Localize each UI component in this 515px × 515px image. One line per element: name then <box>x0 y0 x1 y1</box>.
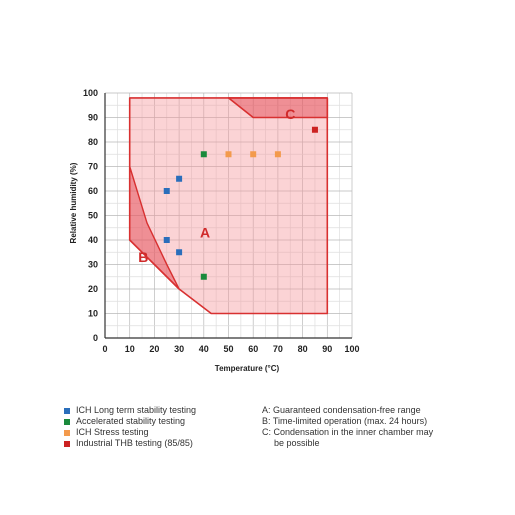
note-b: B: Time-limited operation (max. 24 hours… <box>262 416 428 426</box>
data-point <box>176 249 183 256</box>
x-tick-label: 20 <box>149 344 159 354</box>
y-tick-label: 80 <box>88 137 98 147</box>
note-a: A: Guaranteed condensation-free range <box>262 405 421 415</box>
data-point <box>311 126 318 133</box>
x-tick-label: 60 <box>248 344 258 354</box>
legend-item-thb: Industrial THB testing (85/85) <box>64 438 196 449</box>
regions <box>128 97 329 315</box>
y-tick-label: 50 <box>88 211 98 221</box>
x-tick-label: 70 <box>273 344 283 354</box>
tick-labels: 0 10 20 30 40 50 60 70 80 90 100 0 10 20 30 40 50 60 70 80 9… <box>83 88 360 354</box>
y-tick-label: 100 <box>83 88 98 98</box>
legend-swatch <box>64 440 70 447</box>
y-tick-label: 40 <box>88 235 98 245</box>
data-point <box>200 273 207 280</box>
axes <box>104 93 352 339</box>
region-label-a: A <box>200 225 210 241</box>
grid <box>104 92 353 339</box>
x-tick-label: 0 <box>102 344 107 354</box>
data-point <box>274 151 281 158</box>
y-tick-label: 30 <box>88 260 98 270</box>
region-labels: A B C <box>138 106 295 265</box>
region-notes: A: Guaranteed condensation-free range B:… <box>262 405 502 449</box>
data-point <box>225 151 232 158</box>
y-tick-label: 70 <box>88 162 98 172</box>
x-tick-label: 100 <box>344 344 359 354</box>
region-c <box>227 97 329 119</box>
legend-item-stress: ICH Stress testing <box>64 427 196 438</box>
y-tick-label: 10 <box>88 309 98 319</box>
region-label-c: C <box>285 106 295 122</box>
x-tick-label: 10 <box>125 344 135 354</box>
x-tick-label: 50 <box>223 344 233 354</box>
data-point <box>200 151 207 158</box>
legend-label: ICH Long term stability testing <box>76 405 197 415</box>
legend-swatch <box>64 418 70 425</box>
x-tick-label: 30 <box>174 344 184 354</box>
region-a <box>128 97 329 315</box>
legend-swatch <box>64 429 70 436</box>
y-tick-label: 60 <box>88 186 98 196</box>
legend-label: ICH Stress testing <box>76 427 149 437</box>
data-point <box>163 188 170 194</box>
note-c: C: Condensation in the inner chamber may <box>262 427 434 437</box>
x-tick-label: 90 <box>322 344 332 354</box>
data-points <box>163 126 318 280</box>
data-point <box>250 151 257 158</box>
y-tick-label: 90 <box>88 113 98 123</box>
note-c-continued: be possible <box>274 438 320 448</box>
legend: ICH Long term stability testing Accelera… <box>64 405 196 449</box>
data-point <box>163 237 170 243</box>
y-tick-label: 0 <box>93 333 98 343</box>
region-b <box>128 165 180 290</box>
legend-label: Accelerated stability testing <box>76 416 186 426</box>
y-axis-label: Relative humidity (%) <box>69 162 78 243</box>
legend-item-accelerated: Accelerated stability testing <box>64 416 196 427</box>
legend-item-long-term: ICH Long term stability testing <box>64 405 196 416</box>
x-tick-label: 80 <box>298 344 308 354</box>
x-axis-label: Temperature (°C) <box>215 364 280 373</box>
legend-label: Industrial THB testing (85/85) <box>76 438 193 448</box>
x-tick-label: 40 <box>199 344 209 354</box>
region-label-b: B <box>138 249 148 265</box>
legend-swatch <box>64 407 70 414</box>
y-tick-label: 20 <box>88 284 98 294</box>
data-point <box>176 175 183 182</box>
